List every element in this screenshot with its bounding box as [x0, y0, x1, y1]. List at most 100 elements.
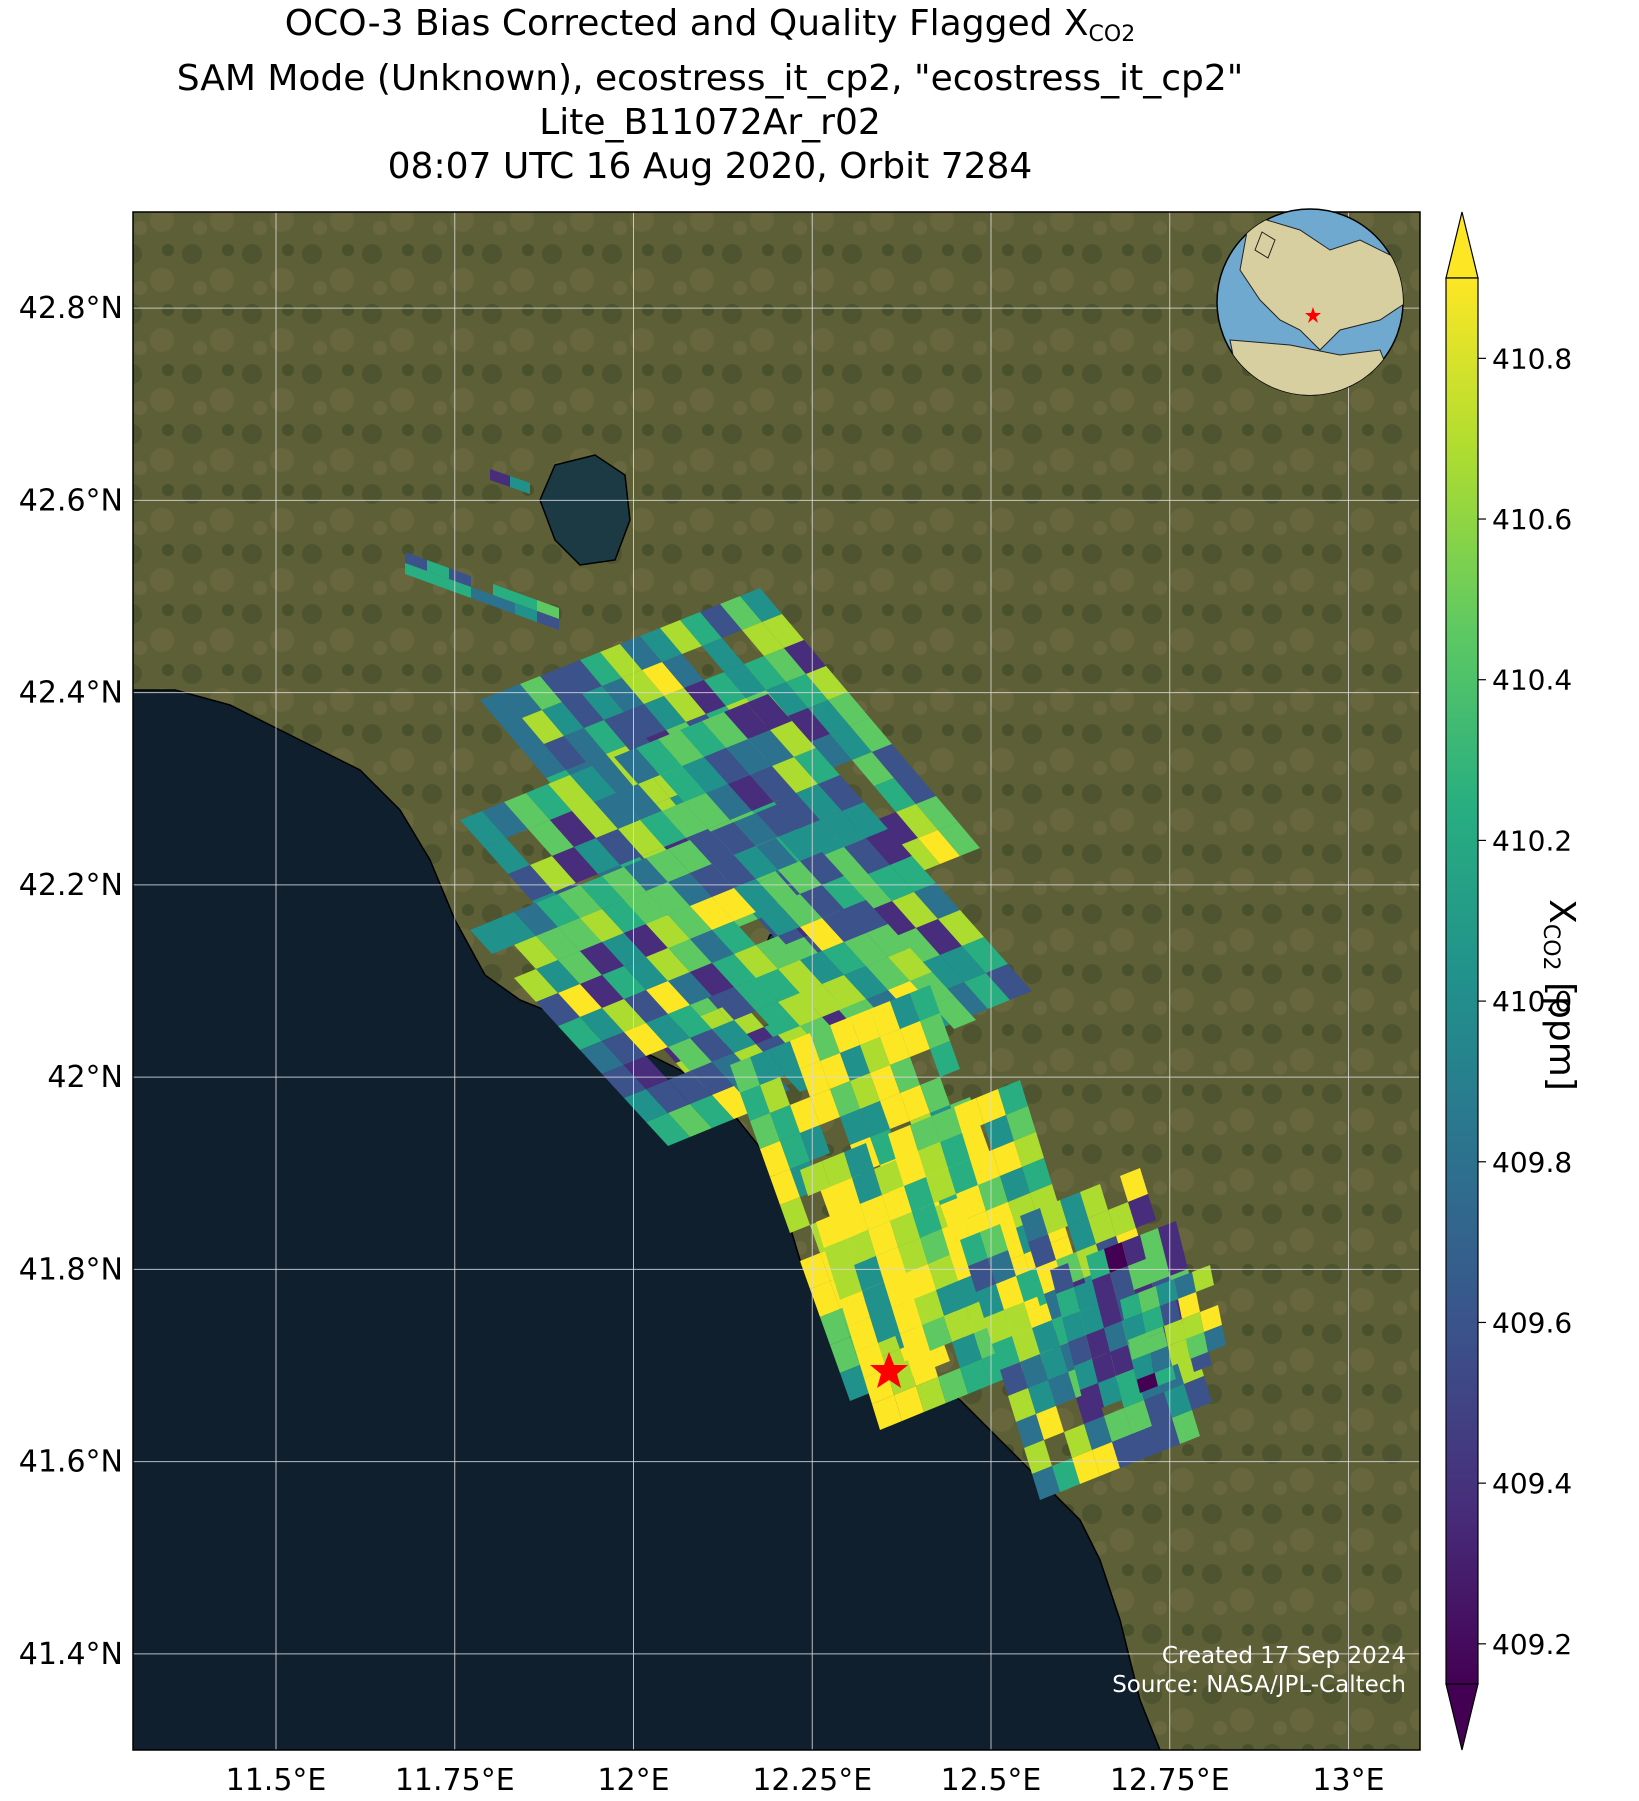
sounding-cell [756, 804, 800, 837]
sounding-cell [1178, 1292, 1200, 1319]
sounding-cell [712, 888, 756, 921]
sounding-cell [490, 469, 510, 487]
sounding-cell [936, 1281, 966, 1316]
sounding-cell [1088, 1210, 1116, 1244]
sounding-cell [536, 993, 580, 1026]
sounding-cell [658, 730, 704, 766]
sounding-cell [992, 1141, 1022, 1176]
sounding-cell [1120, 1293, 1142, 1320]
lat-tick-label: 41.8°N [19, 1252, 123, 1287]
map-frame [132, 211, 1421, 1751]
sounding-cell [808, 700, 850, 734]
sounding-cell [728, 775, 774, 811]
sounding-cell [1000, 1167, 1030, 1202]
sounding-cell [920, 1077, 950, 1113]
colorbar-extend-bottom [1445, 1683, 1479, 1751]
sounding-cell [668, 1005, 712, 1038]
sounding-cell [644, 696, 686, 730]
sounding-cell [756, 903, 800, 936]
lake-bolsena [539, 454, 631, 566]
sounding-cell [778, 960, 822, 993]
colorbar-tick-label: 409.2 [1492, 1628, 1572, 1661]
sounding-cell [1074, 1359, 1098, 1390]
sounding-cell [918, 1142, 948, 1177]
sounding-cell [850, 718, 892, 752]
sounding-cell [832, 1265, 862, 1300]
sounding-cell [854, 1256, 884, 1291]
sounding-cell [618, 820, 664, 856]
sounding-cell [952, 1333, 982, 1368]
sounding-cell [580, 975, 624, 1008]
sounding-cell [580, 652, 622, 686]
lat-tick-label: 42°N [47, 1060, 123, 1095]
sounding-cell [890, 993, 920, 1029]
sounding-cell [980, 1224, 1008, 1258]
sounding-cell [712, 1020, 756, 1053]
sounding-cell [1022, 1158, 1052, 1193]
colorbar-tick-label: 410.0 [1492, 985, 1572, 1018]
swath-j [1120, 1265, 1226, 1380]
sounding-cell [784, 640, 826, 674]
sounding-cell [772, 757, 818, 793]
sounding-cell [668, 1038, 712, 1071]
sounding-cell [948, 1159, 978, 1194]
sounding-cell [830, 1017, 860, 1053]
sounding-cell [746, 694, 792, 730]
sounding-cell [724, 664, 766, 698]
sounding-cell [537, 611, 559, 630]
sounding-cell [524, 744, 566, 778]
sounding-cell [890, 856, 936, 892]
sounding-cell [848, 1317, 878, 1352]
sounding-cell [1028, 1234, 1056, 1268]
sounding-cell [492, 912, 536, 945]
sounding-cell [916, 796, 958, 830]
sounding-cell [844, 1143, 874, 1178]
sounding-cell [690, 1062, 734, 1095]
sounding-cell [1132, 1426, 1160, 1460]
sounding-cell [684, 793, 730, 829]
sounding-cell [894, 1386, 924, 1421]
sounding-cell [1092, 1352, 1116, 1383]
sounding-cell [1060, 1192, 1088, 1226]
sounding-cell [810, 1281, 840, 1317]
sounding-cell [756, 936, 800, 969]
sounding-cell [762, 614, 804, 648]
lat-tick-label: 42.8°N [19, 291, 123, 326]
title-line-3: Lite_B11072Ar_r02 [539, 102, 881, 143]
sounding-cell [844, 933, 888, 966]
sounding-cell [770, 1105, 800, 1141]
sounding-cell [1104, 1408, 1132, 1442]
sounding-cell [700, 604, 742, 638]
sounding-cell [756, 969, 800, 1002]
sounding-cell [1084, 1416, 1112, 1450]
lon-tick-label: 11.5°E [226, 1763, 327, 1798]
red-star-icon [870, 1352, 908, 1388]
sounding-cell [640, 811, 686, 847]
sounding-cell [624, 1023, 668, 1056]
sounding-cell [1184, 1376, 1212, 1410]
sounding-cell [800, 1161, 830, 1196]
sounding-cell [720, 596, 762, 630]
longitude-ticks: 11.5°E 11.75°E 12°E 12.25°E 12.5°E 12.75°E 13°… [226, 1763, 1385, 1798]
lat-tick-label: 42.4°N [19, 676, 123, 711]
sounding-cell [1108, 1202, 1136, 1236]
sounding-cell [750, 1113, 780, 1149]
sounding-cell [806, 666, 848, 700]
sounding-cell [918, 830, 960, 864]
sounding-cell [646, 1113, 690, 1146]
colorbar-tick-label: 409.4 [1492, 1467, 1572, 1500]
sounding-cell [508, 865, 554, 901]
sounding-cell [988, 1250, 1016, 1284]
sounding-cell [680, 721, 726, 757]
sounding-cell [1124, 1400, 1152, 1434]
chart-title: OCO-3 Bias Corrected and Quality Flagged… [0, 2, 1420, 189]
sounding-cell [405, 552, 427, 571]
sounding-cell [800, 885, 844, 918]
sounding-cell [1156, 1279, 1178, 1306]
sounding-cell [1142, 1306, 1164, 1333]
sounding-cell [704, 672, 746, 706]
sounding-cell [668, 906, 712, 939]
sounding-cell [514, 903, 558, 936]
map-area: Created 17 Sep 2024 Source: NASA/JPL-Cal… [133, 212, 1420, 1750]
sounding-cell [586, 754, 628, 788]
